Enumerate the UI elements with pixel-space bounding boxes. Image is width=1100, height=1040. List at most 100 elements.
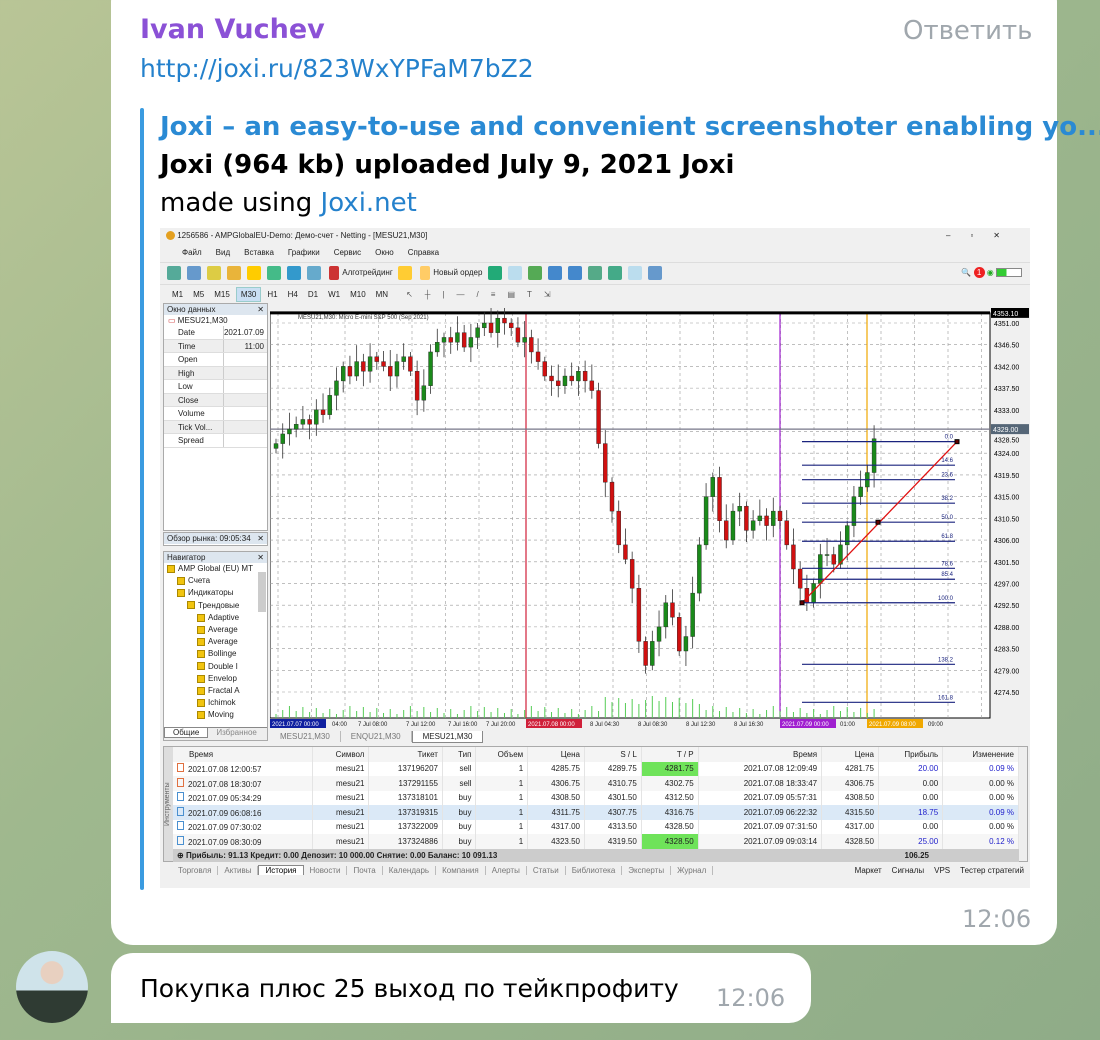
timeframe-m10[interactable]: M10: [350, 290, 366, 299]
chart-tab[interactable]: MESU21,M30: [270, 731, 341, 742]
timeframe-m5[interactable]: M5: [193, 290, 205, 299]
price-chart[interactable]: 4351.00 4346.50 4342.00 4337.50 4333.00 4328.…: [270, 308, 1030, 733]
navigator-item[interactable]: AMP Global (EU) MT: [167, 563, 267, 575]
notification-badge[interactable]: 1: [973, 267, 985, 278]
toolbox-tab[interactable]: Новости: [303, 866, 348, 875]
reply-button[interactable]: Ответить: [903, 16, 1033, 46]
new-order-button[interactable]: Новый ордер: [417, 266, 482, 280]
service-tab[interactable]: Тестер стратегий: [960, 866, 1024, 875]
column-header[interactable]: Цена: [821, 747, 879, 762]
service-tab[interactable]: Маркет: [854, 866, 882, 875]
joxi-link[interactable]: Joxi.net: [320, 188, 417, 218]
timeframe-m30[interactable]: M30: [235, 287, 262, 302]
menu-item[interactable]: Файл: [182, 248, 202, 257]
timeframe-mn[interactable]: MN: [375, 290, 389, 299]
candle-chart-icon[interactable]: [507, 266, 522, 280]
menu-item[interactable]: Вставка: [244, 248, 274, 257]
horizontal-line-icon[interactable]: —: [456, 290, 465, 299]
zoom-in-icon[interactable]: [547, 266, 562, 280]
toolbox-tab[interactable]: Почта: [347, 866, 383, 875]
table-row[interactable]: 2021.07.09 05:34:29 mesu21 137318101 buy 1 43…: [173, 790, 1019, 805]
close-icon[interactable]: ✕: [257, 305, 264, 314]
timeframe-h4[interactable]: H4: [287, 290, 298, 299]
service-tab[interactable]: VPS: [934, 866, 951, 875]
menu-item[interactable]: Сервис: [333, 248, 362, 257]
navigator-item[interactable]: Bollinge: [167, 648, 267, 660]
timeframe-d1[interactable]: D1: [307, 290, 319, 299]
navigator-item[interactable]: Индикаторы: [167, 587, 267, 599]
vertical-line-icon[interactable]: |: [442, 290, 445, 299]
templates-icon[interactable]: [207, 266, 221, 280]
toolbox-tab[interactable]: Активы: [218, 866, 259, 875]
vps-icon[interactable]: [287, 266, 301, 280]
cursor-icon[interactable]: ↖: [406, 290, 413, 299]
window-controls[interactable]: –▫✕: [946, 231, 1020, 240]
tile-icon[interactable]: [587, 266, 602, 280]
column-header[interactable]: Время: [698, 747, 823, 762]
toolbox-tab[interactable]: Торговля: [172, 866, 219, 875]
timeframe-m1[interactable]: M1: [172, 290, 184, 299]
autoscroll-icon[interactable]: [607, 266, 622, 280]
indicator-icon[interactable]: [398, 266, 412, 280]
table-row[interactable]: 2021.07.08 18:30:07 mesu21 137291155 sell 1 4…: [173, 776, 1019, 791]
timeframe-w1[interactable]: W1: [328, 290, 341, 299]
crosshair-icon[interactable]: ┼: [424, 290, 431, 299]
column-header[interactable]: Тип: [442, 747, 477, 762]
sender-name[interactable]: Ivan Vuchev: [140, 14, 325, 45]
navigator-scrollbar[interactable]: [258, 572, 266, 612]
preview-screenshot[interactable]: 1256586 - AMPGlobalEU-Demo: Демо-счет - …: [160, 228, 1030, 888]
toolbox-tab[interactable]: Календарь: [382, 866, 437, 875]
column-header[interactable]: Тикет: [368, 747, 443, 762]
new-chart-icon[interactable]: [167, 266, 181, 280]
navigator-item[interactable]: Счета: [167, 575, 267, 587]
toolbox-tab[interactable]: Эксперты: [622, 866, 672, 875]
navigator-tab[interactable]: Избранное: [216, 728, 257, 737]
column-header[interactable]: Цена: [527, 747, 585, 762]
tag-icon[interactable]: [227, 266, 241, 280]
toolbox-tab[interactable]: Библиотека: [565, 866, 623, 875]
table-row[interactable]: 2021.07.09 06:08:16 mesu21 137319315 buy 1 43…: [173, 805, 1019, 820]
navigator-item[interactable]: Adaptive: [167, 612, 267, 624]
navigator-item[interactable]: Moving: [167, 709, 267, 721]
message-link[interactable]: http://joxi.ru/823WxYPFaM7bZ2: [140, 54, 534, 83]
column-header[interactable]: Прибыль: [878, 747, 944, 762]
bar-chart-icon[interactable]: [487, 266, 502, 280]
column-header[interactable]: Символ: [312, 747, 370, 762]
text-icon[interactable]: T: [527, 290, 532, 299]
service-tab[interactable]: Сигналы: [891, 866, 925, 875]
menu-item[interactable]: Окно: [375, 248, 394, 257]
toolbox-tab[interactable]: История: [258, 865, 304, 875]
navigator-item[interactable]: Envelop: [167, 673, 267, 685]
arrows-icon[interactable]: ⇲: [543, 290, 551, 299]
close-icon[interactable]: ✕: [257, 553, 264, 562]
navigator-item[interactable]: Трендовые: [167, 600, 267, 612]
navigator-tab[interactable]: Общие: [164, 728, 209, 738]
preview-title[interactable]: Joxi – an easy-to-use and convenient scr…: [160, 112, 1100, 142]
chart-shift-icon[interactable]: [627, 266, 642, 280]
toolbox-tab[interactable]: Компания: [436, 866, 486, 875]
column-header[interactable]: T / P: [641, 747, 699, 762]
period-icon[interactable]: [647, 266, 662, 280]
timeframe-m15[interactable]: M15: [214, 290, 230, 299]
timeframe-h1[interactable]: H1: [267, 290, 278, 299]
table-row[interactable]: 2021.07.09 07:30:02 mesu21 137322009 buy 1 43…: [173, 819, 1019, 834]
algotrading-button[interactable]: Алготрейдинг: [326, 266, 393, 280]
signal-icon[interactable]: [267, 266, 281, 280]
globe-icon[interactable]: [307, 266, 321, 280]
toolbox-tab[interactable]: Статьи: [526, 866, 566, 875]
chart-tab[interactable]: ENQU21,M30: [340, 731, 412, 742]
navigator-item[interactable]: Double I: [167, 661, 267, 673]
navigator-item[interactable]: Average: [167, 636, 267, 648]
menu-item[interactable]: Справка: [407, 248, 440, 257]
lock-icon[interactable]: [247, 266, 261, 280]
navigator-item[interactable]: Ichimok: [167, 697, 267, 709]
column-header[interactable]: Время: [173, 747, 313, 762]
table-row[interactable]: 2021.07.09 08:30:09 mesu21 137324886 buy 1 43…: [173, 834, 1019, 849]
toolbox-tab[interactable]: Алерты: [485, 866, 527, 875]
channel-icon[interactable]: ▤: [507, 290, 516, 299]
trendline-icon[interactable]: /: [476, 290, 479, 299]
close-icon[interactable]: ✕: [257, 534, 264, 543]
column-header[interactable]: Изменение: [942, 747, 1019, 762]
chart-tab[interactable]: MESU21,M30: [411, 731, 484, 743]
table-row[interactable]: 2021.07.08 12:00:57 mesu21 137196207 sell 1 4…: [173, 761, 1019, 776]
